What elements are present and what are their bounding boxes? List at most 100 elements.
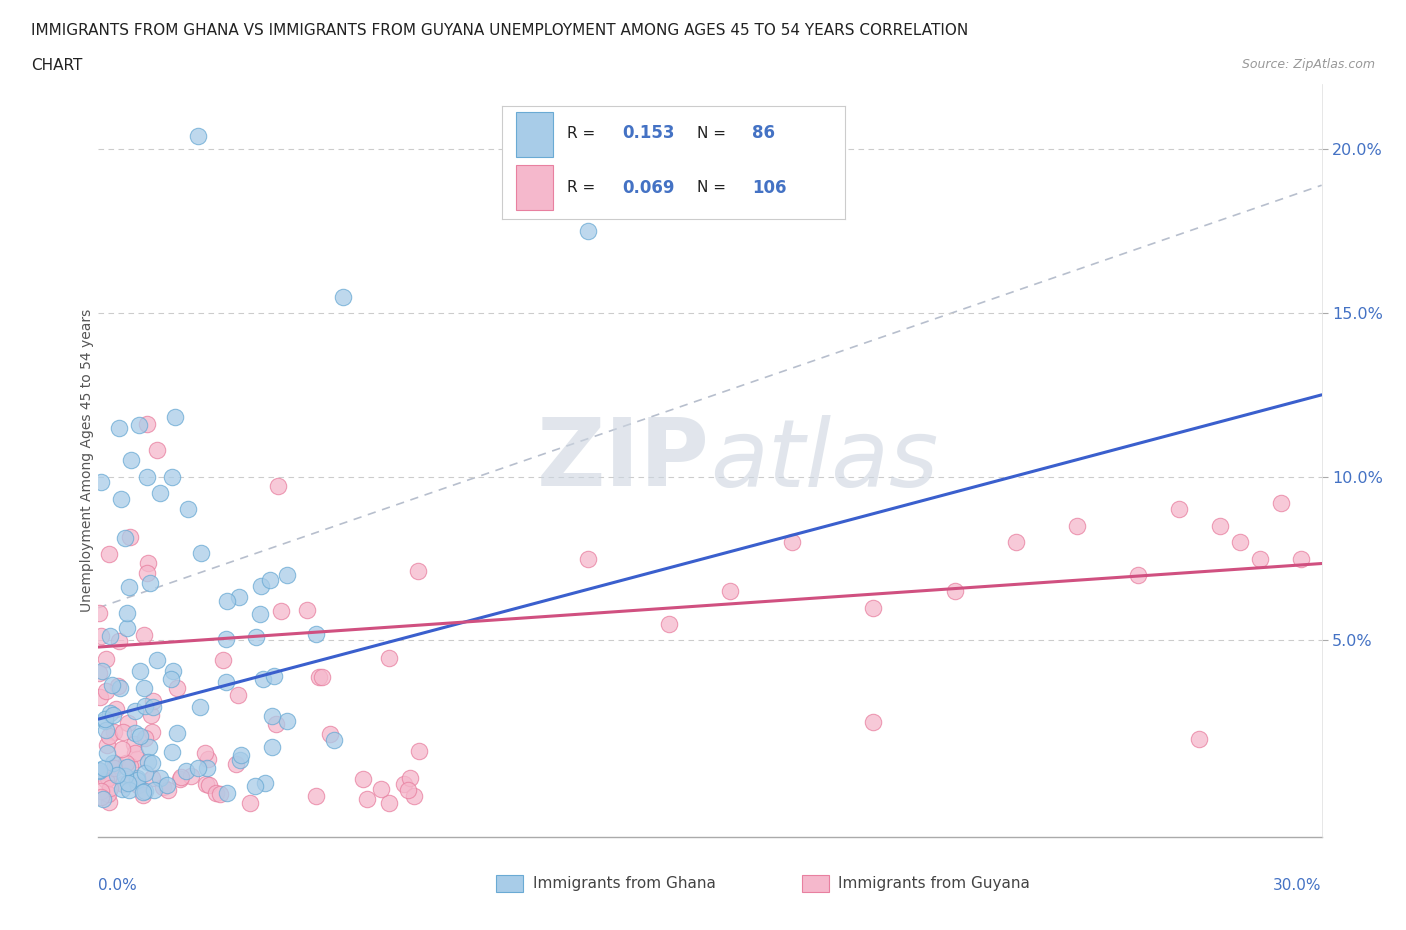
Point: [228, 590, 250, 604]
Point: [214, 631, 236, 646]
Point: [132, 627, 155, 642]
Point: [122, 737, 145, 751]
Point: [93, 713, 115, 728]
Point: [136, 417, 159, 432]
Point: [190, 546, 212, 561]
Point: [215, 593, 238, 608]
Point: [394, 777, 416, 791]
Point: [142, 699, 165, 714]
Point: [408, 743, 430, 758]
Point: [91, 791, 114, 806]
Point: [249, 578, 271, 593]
Point: [214, 675, 236, 690]
Point: [103, 755, 125, 770]
Point: [205, 785, 228, 800]
Point: [259, 573, 281, 588]
Point: [89, 689, 111, 704]
Point: [127, 770, 149, 785]
Point: [89, 764, 111, 778]
Point: [96, 684, 118, 698]
Point: [146, 652, 169, 667]
Point: [127, 777, 149, 792]
Point: [112, 777, 135, 791]
Point: [90, 790, 112, 804]
Point: [94, 711, 117, 726]
Point: [332, 289, 354, 304]
Point: [132, 681, 155, 696]
Point: [323, 733, 346, 748]
Point: [138, 739, 160, 754]
Point: [114, 530, 136, 545]
Point: [226, 687, 249, 702]
Point: [101, 678, 124, 693]
Point: [1249, 551, 1271, 566]
Point: [165, 410, 187, 425]
Point: [94, 651, 117, 666]
Point: [128, 418, 150, 432]
Point: [262, 709, 284, 724]
Point: [217, 786, 239, 801]
Point: [115, 606, 138, 621]
Text: Immigrants from Guyana: Immigrants from Guyana: [838, 876, 1031, 891]
Point: [90, 628, 112, 643]
Y-axis label: Unemployment Among Ages 45 to 54 years: Unemployment Among Ages 45 to 54 years: [80, 309, 94, 612]
Point: [143, 783, 166, 798]
Point: [319, 726, 342, 741]
Point: [141, 724, 163, 739]
Point: [356, 791, 378, 806]
Point: [115, 759, 138, 774]
Point: [107, 678, 129, 693]
Point: [110, 492, 132, 507]
Point: [194, 777, 217, 791]
Point: [1128, 567, 1150, 582]
Point: [101, 708, 124, 723]
Point: [136, 565, 159, 580]
Point: [1270, 496, 1292, 511]
Point: [1188, 731, 1211, 746]
Point: [149, 771, 172, 786]
Point: [780, 535, 803, 550]
Point: [252, 672, 274, 687]
Point: [118, 579, 141, 594]
Point: [117, 776, 139, 790]
Point: [134, 698, 156, 713]
Point: [160, 745, 183, 760]
Point: [94, 773, 117, 788]
Point: [718, 584, 742, 599]
Text: atlas: atlas: [710, 415, 938, 506]
Point: [166, 725, 188, 740]
Point: [128, 663, 150, 678]
Point: [576, 223, 599, 238]
Point: [118, 759, 141, 774]
Point: [180, 768, 202, 783]
Point: [1004, 535, 1026, 550]
Point: [111, 781, 134, 796]
Point: [152, 780, 174, 795]
Point: [1229, 535, 1251, 550]
Point: [105, 767, 128, 782]
Point: [166, 681, 188, 696]
Point: [108, 420, 131, 435]
Point: [97, 787, 120, 802]
Point: [91, 664, 114, 679]
Point: [1209, 518, 1232, 533]
Point: [115, 755, 138, 770]
Bar: [801, 875, 828, 892]
Point: [115, 621, 138, 636]
Point: [295, 602, 318, 617]
Point: [208, 787, 231, 802]
Point: [399, 771, 422, 786]
Point: [141, 770, 163, 785]
Point: [103, 761, 125, 776]
Point: [187, 129, 209, 144]
Point: [139, 575, 162, 590]
Point: [402, 789, 425, 804]
Point: [177, 502, 200, 517]
Point: [378, 651, 401, 666]
Point: [862, 600, 884, 615]
Point: [262, 740, 284, 755]
Point: [254, 776, 277, 790]
Point: [139, 708, 162, 723]
Point: [370, 781, 392, 796]
Point: [120, 453, 142, 468]
